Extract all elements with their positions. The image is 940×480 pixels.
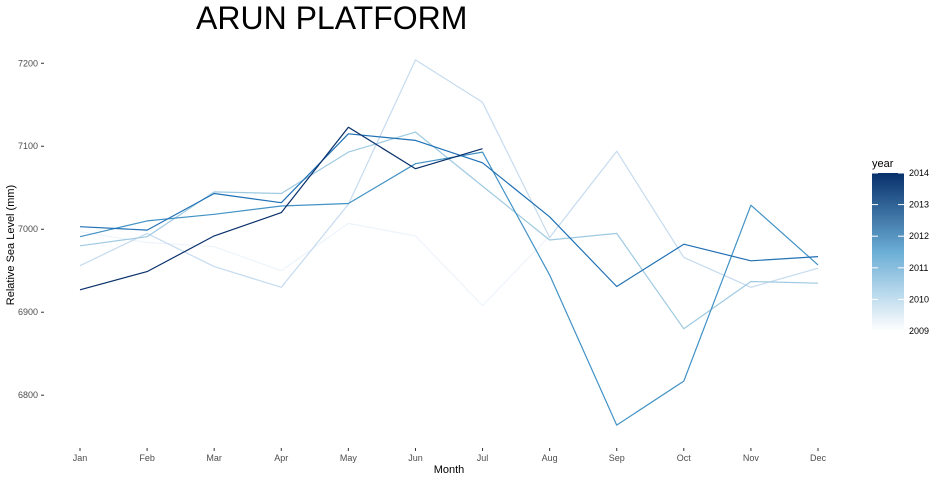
legend-label: 2009 <box>909 326 929 336</box>
x-tick-label: Feb <box>139 453 155 463</box>
series-line-2014 <box>79 126 483 291</box>
y-tick-label: 6800 <box>18 390 38 400</box>
x-tick-label: Apr <box>274 453 288 463</box>
series-line-2009 <box>79 222 551 307</box>
series-line-2010 <box>79 59 819 288</box>
legend-label: 2014 <box>909 168 929 178</box>
series-line-2013 <box>79 133 819 288</box>
x-tick-label: Aug <box>542 453 558 463</box>
x-tick-label: Jan <box>73 453 88 463</box>
y-tick-label: 7200 <box>18 58 38 68</box>
series-line-2012 <box>79 151 819 426</box>
y-tick-label: 7000 <box>18 224 38 234</box>
x-tick-label: Dec <box>810 453 827 463</box>
x-tick-label: May <box>340 453 358 463</box>
x-axis-title: Month <box>434 464 465 476</box>
series-lines <box>79 59 819 426</box>
legend-label: 2010 <box>909 294 929 304</box>
y-axis: 6800 6900 7000 7100 7200 <box>18 58 44 400</box>
chart-title: ARUN PLATFORM <box>196 0 467 36</box>
x-tick-label: Sep <box>609 453 625 463</box>
x-tick-label: Jul <box>477 453 489 463</box>
legend-title: year <box>872 158 894 170</box>
legend-label: 2011 <box>909 263 928 273</box>
x-tick-label: Oct <box>677 453 692 463</box>
y-axis-title: Relative Sea Level (mm) <box>5 185 17 305</box>
x-tick-label: Jun <box>408 453 423 463</box>
legend-label: 2013 <box>909 200 929 210</box>
y-tick-label: 7100 <box>18 141 38 151</box>
series-line-2011 <box>79 131 819 330</box>
legend: year 2009 2010 2011 2012 2013 2014 <box>872 158 929 336</box>
x-axis: Jan Feb Mar Apr May Jun Jul Aug Sep Oct Nov Dec <box>73 448 827 463</box>
x-tick-label: Nov <box>743 453 760 463</box>
y-tick-label: 6900 <box>18 307 38 317</box>
legend-colorbar <box>872 173 904 331</box>
x-tick-label: Mar <box>206 453 222 463</box>
legend-label: 2012 <box>909 231 929 241</box>
